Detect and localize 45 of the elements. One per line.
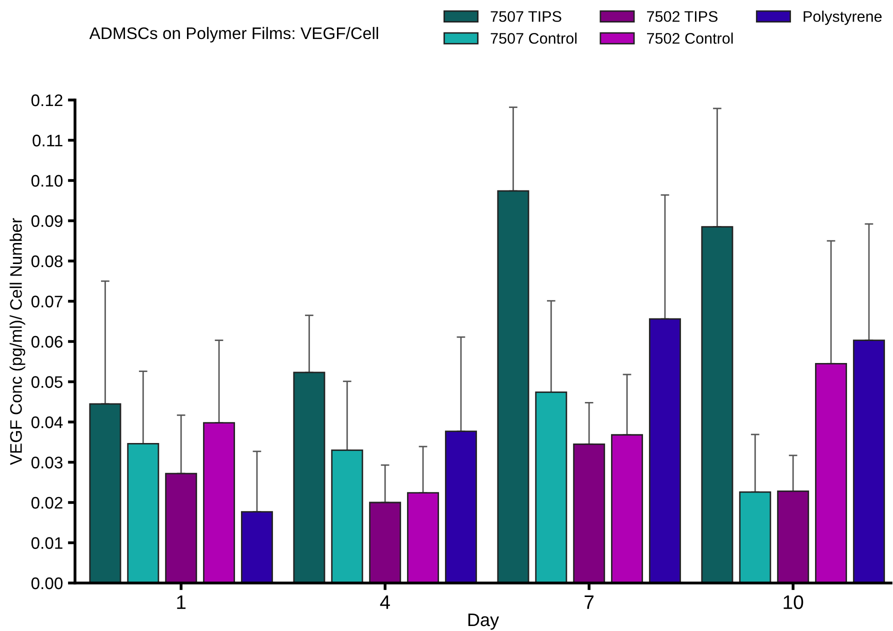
y-tick-label: 0.08 [31,255,62,268]
bar [573,443,606,583]
bar [240,511,273,583]
y-tick-label: 0.05 [31,376,62,388]
x-tick-label: 4 [380,596,390,609]
bar [89,403,122,583]
y-tick-label: 0.04 [31,416,63,428]
bar [407,492,440,583]
bar [777,490,810,583]
chart-title: ADMSCs on Polymer Films: VEGF/Cell [89,26,378,42]
legend-label: 7507 Control [490,32,576,44]
y-tick-label: 0.07 [31,296,62,308]
legend-label: 7502 TIPS [647,11,718,22]
y-tick-label: 0.00 [31,577,63,590]
bar [331,449,364,583]
bar [293,372,326,583]
bar [852,340,885,583]
y-tick-label: 0.03 [31,456,62,468]
x-axis-title: Day [468,614,500,630]
legend-label: 7502 Control [647,32,733,44]
legend-label: Polystyrene [804,10,882,25]
y-tick-label: 0.06 [31,336,62,348]
bar [815,362,848,583]
bar [127,443,160,583]
y-tick-label: 0.11 [32,134,62,146]
bar [203,422,236,583]
bar [739,491,772,583]
bar [535,392,568,583]
y-tick-label: 0.09 [31,215,62,227]
bar [648,318,681,583]
y-tick-label: 0.02 [31,496,62,509]
x-tick-label: 10 [784,595,804,610]
bar [165,472,198,583]
x-tick-label: 1 [177,596,186,609]
y-axis-title: VEGF Conc (pg/ml)/ Cell Number [10,218,26,466]
x-tick-label: 7 [584,596,594,609]
bar [701,226,734,583]
bar [369,502,402,583]
y-tick-label: 0.01 [31,537,62,549]
bar [444,430,477,583]
bar [497,190,530,583]
bar [611,434,644,583]
y-tick-label: 0.10 [31,174,63,187]
legend-label: 7507 TIPS [490,11,562,22]
y-tick-label: 0.12 [31,94,62,106]
